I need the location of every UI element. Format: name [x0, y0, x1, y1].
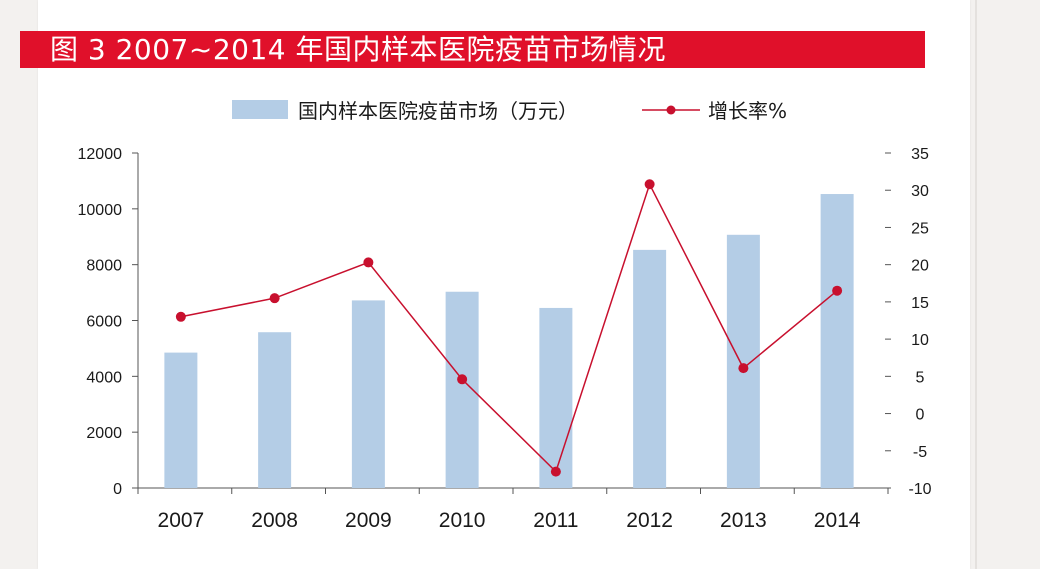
x-tick-label-2008: 2008: [251, 509, 298, 532]
right-tick-label: 5: [916, 369, 925, 386]
right-tick-label: 0: [916, 407, 925, 424]
x-tick-label-2013: 2013: [720, 509, 767, 532]
growth-point-2013: [738, 363, 749, 374]
x-tick-label-2007: 2007: [158, 509, 205, 532]
bar-2007: [164, 352, 198, 488]
legend-line-label: 增长率%: [708, 99, 787, 123]
x-tick-label-2009: 2009: [345, 509, 392, 532]
growth-point-2012: [644, 179, 655, 190]
growth-line: [175, 179, 843, 477]
bar-2009: [351, 300, 385, 488]
left-tick-label: 0: [113, 481, 122, 498]
right-tick-label: 30: [911, 183, 929, 200]
growth-point-2008: [269, 293, 280, 304]
x-tick-label-2014: 2014: [814, 509, 861, 532]
x-tick-label-2010: 2010: [439, 509, 486, 532]
right-tick-label: -5: [913, 444, 927, 461]
bars: [164, 194, 854, 488]
right-tick-label: 35: [911, 146, 929, 163]
right-tick-label: 10: [911, 332, 929, 349]
growth-point-2009: [363, 257, 374, 268]
left-tick-label: 10000: [78, 202, 123, 219]
bar-2014: [820, 194, 854, 488]
right-tick-label: 20: [911, 258, 929, 275]
growth-point-2010: [457, 374, 468, 385]
left-tick-label: 12000: [78, 146, 123, 163]
x-tick-label-2012: 2012: [626, 509, 673, 532]
left-tick-label: 6000: [86, 314, 122, 331]
legend-bar-label: 国内样本医院疫苗市场（万元）: [298, 99, 578, 123]
chart-title: 图 3 2007~2014 年国内样本医院疫苗市场情况: [50, 33, 666, 66]
growth-point-2007: [175, 311, 186, 322]
left-tick-label: 2000: [86, 425, 122, 442]
growth-rate-polyline: [180, 182, 838, 474]
left-tick-label: 4000: [86, 369, 122, 386]
growth-point-2011: [550, 466, 561, 477]
right-tick-label: -10: [908, 481, 931, 498]
axes: 0 2000 4000 6000 8000 10000 12000 -10 -5 0 5 10 15 20…: [78, 146, 932, 498]
legend-line-marker: [666, 105, 676, 115]
bar-2008: [258, 332, 292, 488]
page-edge: [975, 0, 977, 569]
growth-point-2014: [832, 285, 843, 296]
bar-2013: [726, 234, 760, 488]
legend: 国内样本医院疫苗市场（万元） 增长率%: [232, 99, 787, 123]
left-tick-label: 8000: [86, 258, 122, 275]
x-axis-labels: 2007 2008 2009 2010 2011 2012 2013 2014: [158, 509, 861, 532]
right-tick-label: 25: [911, 220, 929, 237]
legend-bar-swatch: [232, 100, 288, 119]
title-bar: [20, 31, 925, 68]
x-tick-label-2011: 2011: [533, 509, 578, 532]
bar-2011: [539, 307, 573, 488]
bar-2012: [633, 249, 667, 488]
right-tick-label: 15: [911, 295, 929, 312]
